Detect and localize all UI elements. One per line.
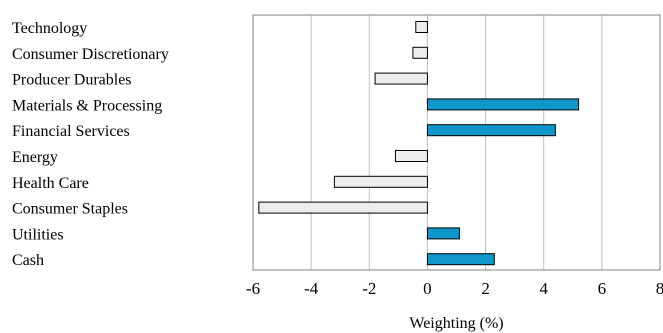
category-label-consumer-discretionary: Consumer Discretionary — [12, 46, 169, 63]
bar-producer-durables — [374, 72, 428, 85]
category-label-energy: Energy — [12, 149, 58, 166]
x-tick-label--6: -6 — [246, 279, 260, 298]
category-label-technology: Technology — [12, 20, 87, 37]
category-label-financial-services: Financial Services — [12, 123, 130, 140]
x-axis-title: Weighting (%) — [409, 315, 503, 332]
x-tick-label-4: 4 — [539, 279, 548, 298]
x-tick-label-2: 2 — [481, 279, 490, 298]
plot-frame — [252, 14, 661, 271]
category-label-materials-processing: Materials & Processing — [12, 97, 162, 114]
x-tick-label-0: 0 — [423, 279, 432, 298]
bar-consumer-staples — [258, 201, 428, 214]
category-label-consumer-staples: Consumer Staples — [12, 201, 128, 218]
bar-cash — [426, 253, 495, 266]
x-tick-labels: -6 -4 -2 0 2 4 6 8 — [246, 279, 663, 298]
category-label-utilities: Utilities — [12, 226, 64, 243]
bars — [258, 21, 580, 266]
category-label-producer-durables: Producer Durables — [12, 72, 132, 89]
bar-consumer-discretionary — [412, 46, 428, 59]
bar-materials-processing — [426, 98, 580, 111]
bar-technology — [415, 21, 428, 33]
bar-health-care — [333, 175, 428, 188]
bar-financial-services — [426, 124, 556, 137]
x-tick-label-6: 6 — [598, 279, 607, 298]
x-tick-label-8: 8 — [656, 279, 663, 298]
category-labels: Technology Consumer Discretionary Producer… — [12, 20, 169, 269]
bar-energy — [394, 150, 428, 162]
x-tick-label--4: -4 — [304, 279, 319, 298]
category-label-health-care: Health Care — [12, 175, 89, 192]
category-label-cash: Cash — [12, 252, 44, 269]
x-tick-label--2: -2 — [362, 279, 376, 298]
bar-utilities — [426, 227, 460, 240]
